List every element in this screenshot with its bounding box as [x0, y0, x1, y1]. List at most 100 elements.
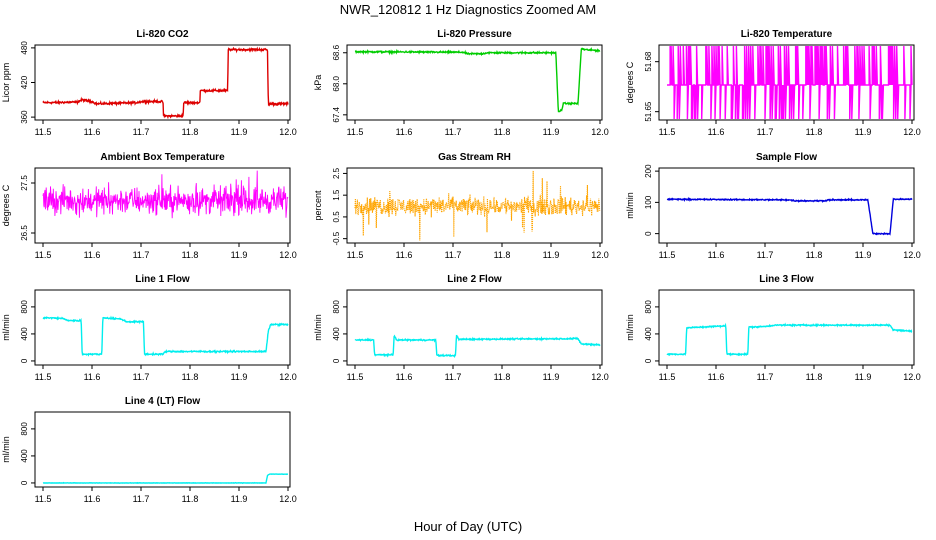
x-tick-label: 11.6 — [708, 127, 725, 137]
x-tick-label: 11.7 — [757, 250, 774, 260]
figure-title: NWR_120812 1 Hz Diagnostics Zoomed AM — [340, 2, 597, 17]
x-tick-label: 11.7 — [133, 127, 150, 137]
y-tick-label: 0 — [20, 358, 29, 363]
panel-title: Sample Flow — [756, 152, 817, 163]
y-tick-label: 27.5 — [20, 175, 29, 191]
x-tick-label: 11.6 — [396, 372, 413, 382]
panel-frame — [346, 167, 603, 244]
series-line — [354, 170, 601, 241]
y-tick-label: 68.0 — [332, 75, 341, 91]
x-tick-label: 11.8 — [182, 250, 199, 260]
series-line — [666, 322, 913, 357]
x-tick-label: 11.5 — [35, 372, 52, 382]
figure-xlabel: Hour of Day (UTC) — [414, 519, 522, 534]
x-tick-label: 11.8 — [494, 372, 511, 382]
x-tick-label: 11.9 — [855, 372, 872, 382]
y-tick-label: 400 — [644, 327, 653, 341]
panel-ylabel: ml/min — [1, 314, 11, 341]
y-tick-label: 0 — [332, 358, 341, 363]
x-tick-label: 12.0 — [279, 127, 297, 137]
y-tick-label: 2.5 — [332, 167, 341, 179]
x-tick-label: 11.9 — [855, 127, 872, 137]
x-tick-label: 11.8 — [494, 127, 511, 137]
series-line — [42, 46, 289, 120]
y-tick-label: 0 — [644, 358, 653, 363]
panel-frame — [658, 167, 915, 244]
panel-1: Li-820 Pressure kPa 11.5 11.6 11.7 11.8 11.9 12… — [313, 29, 609, 137]
panel-ylabel: ml/min — [625, 314, 635, 341]
x-tick-label: 11.7 — [445, 250, 462, 260]
x-tick-label: 11.5 — [347, 250, 364, 260]
x-tick-label: 11.6 — [84, 127, 101, 137]
x-tick-label: 11.7 — [133, 250, 150, 260]
x-tick-label: 11.6 — [84, 372, 101, 382]
x-tick-label: 11.9 — [231, 372, 248, 382]
panel-frame — [34, 289, 291, 366]
series-line — [354, 47, 601, 113]
y-tick-label: 420 — [20, 75, 29, 89]
panel-ylabel: percent — [313, 190, 323, 221]
x-tick-label: 12.0 — [591, 372, 609, 382]
panel-ylabel: kPa — [313, 75, 323, 91]
panel-ylabel: degrees C — [625, 61, 635, 103]
panel-frame — [34, 167, 291, 244]
x-tick-label: 11.7 — [445, 127, 462, 137]
panel-frame — [658, 289, 915, 366]
x-tick-label: 12.0 — [903, 372, 921, 382]
x-tick-label: 11.5 — [35, 250, 52, 260]
x-tick-label: 11.9 — [231, 250, 248, 260]
y-tick-label: 400 — [20, 327, 29, 341]
x-tick-label: 11.8 — [182, 127, 199, 137]
panel-4: Gas Stream RH percent 11.5 11.6 11.7 11.8 11.9… — [313, 152, 609, 260]
x-tick-label: 11.8 — [806, 372, 823, 382]
x-tick-label: 11.9 — [231, 494, 248, 504]
x-tick-label: 11.8 — [806, 250, 823, 260]
panel-0: Li-820 CO2 Licor ppm 11.5 11.6 11.7 11.8 11.9 1… — [1, 29, 297, 137]
x-tick-label: 11.5 — [659, 250, 676, 260]
x-tick-label: 11.7 — [133, 494, 150, 504]
y-tick-label: 0.5 — [332, 211, 341, 223]
series-line — [666, 196, 913, 236]
x-tick-label: 11.6 — [708, 250, 725, 260]
panel-7: Line 2 Flow ml/min 11.5 11.6 11.7 11.8 11.9 12.… — [313, 274, 609, 382]
series-line — [42, 473, 288, 485]
x-tick-label: 11.5 — [347, 372, 364, 382]
panel-frame — [346, 44, 603, 121]
panel-title: Line 1 Flow — [135, 274, 190, 285]
x-tick-label: 12.0 — [279, 494, 297, 504]
panel-title: Line 4 (LT) Flow — [125, 396, 201, 407]
panel-8: Line 3 Flow ml/min 11.5 11.6 11.7 11.8 11.9 12.… — [625, 274, 921, 382]
panel-ylabel: ml/min — [625, 192, 635, 219]
panel-frame — [658, 44, 915, 121]
y-tick-label: 51.65 — [644, 101, 653, 122]
panel-3: Ambient Box Temperature degrees C 11.5 11.6… — [1, 152, 297, 260]
x-tick-label: 11.9 — [231, 127, 248, 137]
x-tick-label: 12.0 — [903, 127, 921, 137]
y-tick-label: 1.5 — [332, 189, 341, 201]
panel-frame — [34, 411, 291, 488]
x-tick-label: 11.5 — [35, 494, 52, 504]
x-tick-label: 11.9 — [855, 250, 872, 260]
x-tick-label: 11.7 — [445, 372, 462, 382]
panel-title: Li-820 Pressure — [437, 29, 512, 40]
panel-title: Li-820 Temperature — [741, 29, 833, 40]
x-tick-label: 11.9 — [543, 127, 560, 137]
x-tick-label: 12.0 — [591, 127, 609, 137]
x-tick-label: 11.8 — [182, 372, 199, 382]
panel-title: Ambient Box Temperature — [100, 152, 225, 163]
x-tick-label: 11.8 — [806, 127, 823, 137]
x-tick-label: 11.9 — [543, 372, 560, 382]
x-tick-label: 11.6 — [84, 494, 101, 504]
y-tick-label: 100 — [644, 195, 653, 209]
y-tick-label: 26.5 — [20, 225, 29, 241]
y-tick-label: 67.4 — [332, 106, 341, 122]
x-tick-label: 12.0 — [903, 250, 921, 260]
series-line — [42, 315, 289, 357]
x-tick-label: 11.5 — [35, 127, 52, 137]
panel-6: Line 1 Flow ml/min 11.5 11.6 11.7 11.8 11.9 12.… — [1, 274, 297, 382]
panel-2: Li-820 Temperature degrees C 11.5 11.6 11.7 1… — [625, 29, 921, 137]
y-tick-label: 800 — [332, 300, 341, 314]
x-tick-label: 11.6 — [396, 250, 413, 260]
panel-9: Line 4 (LT) Flow ml/min 11.5 11.6 11.7 11.8 11… — [1, 396, 297, 504]
